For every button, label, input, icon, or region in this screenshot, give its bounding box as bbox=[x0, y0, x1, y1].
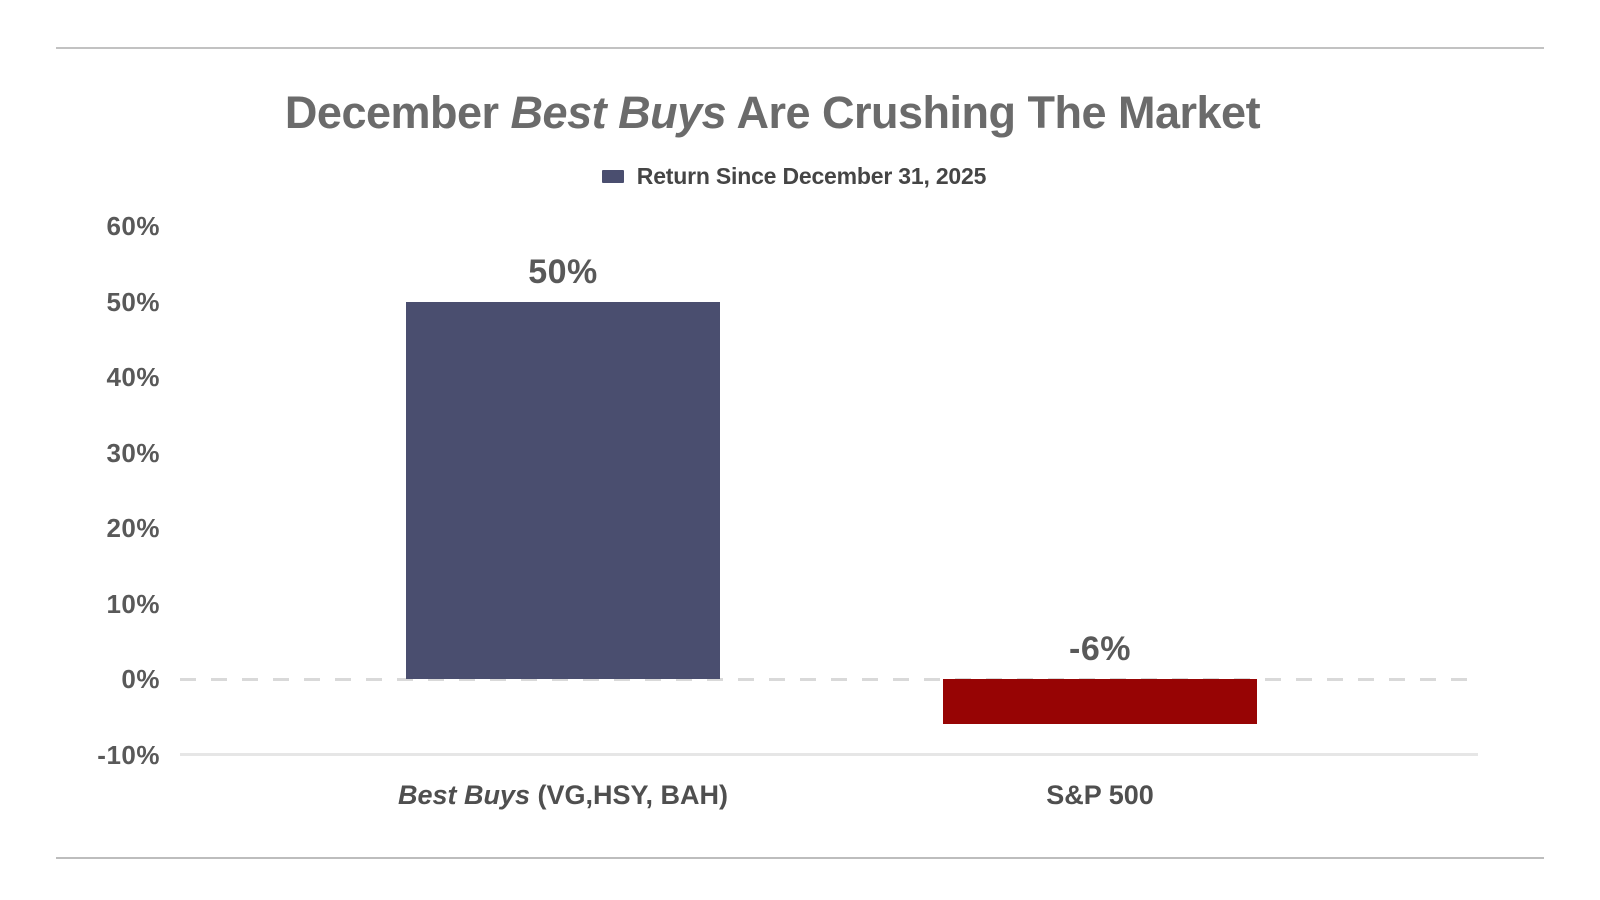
category-label-best-buys-vg-hsy-bah: Best Buys (VG,HSY, BAH) bbox=[213, 779, 913, 812]
ytick-label-20: 20% bbox=[106, 513, 160, 543]
gridline-solid bbox=[180, 753, 1478, 756]
ytick-label-10: 10% bbox=[106, 588, 160, 619]
bar-value-label-s-p-500: -6% bbox=[1069, 630, 1131, 668]
bottom-divider bbox=[56, 857, 1544, 859]
chart-title: December Best Buys Are Crushing The Mark… bbox=[0, 84, 1545, 142]
category-label-plain: S&P 500 bbox=[1046, 780, 1154, 810]
ytick-label-0: 0% bbox=[121, 664, 160, 694]
gridline-zero-dashed bbox=[180, 677, 1478, 681]
legend-swatch-icon bbox=[601, 170, 624, 183]
chart-title-suffix: Are Crushing The Market bbox=[726, 87, 1261, 138]
bar-value-label-best-buys-vg-hsy-bah: 50% bbox=[528, 252, 598, 291]
chart-title-italic: Best Buys bbox=[510, 87, 727, 138]
ytick-label-40: 40% bbox=[106, 362, 160, 392]
ytick-label-60: 60% bbox=[106, 211, 160, 241]
ytick-label-50: 50% bbox=[106, 286, 160, 317]
category-label-s-p-500: S&P 500 bbox=[750, 779, 1450, 812]
legend: Return Since December 31, 2025 bbox=[0, 163, 1588, 190]
category-label-plain: (VG,HSY, BAH) bbox=[530, 780, 729, 810]
chart-title-prefix: December bbox=[284, 87, 511, 138]
legend-label: Return Since December 31, 2025 bbox=[636, 163, 987, 189]
category-label-italic: Best Buys bbox=[397, 780, 530, 810]
top-divider bbox=[56, 47, 1544, 49]
bar-s-p-500 bbox=[943, 679, 1257, 725]
ytick-label-10: -10% bbox=[97, 739, 160, 770]
ytick-label-30: 30% bbox=[106, 437, 160, 468]
bar-best-buys-vg-hsy-bah bbox=[406, 301, 720, 679]
